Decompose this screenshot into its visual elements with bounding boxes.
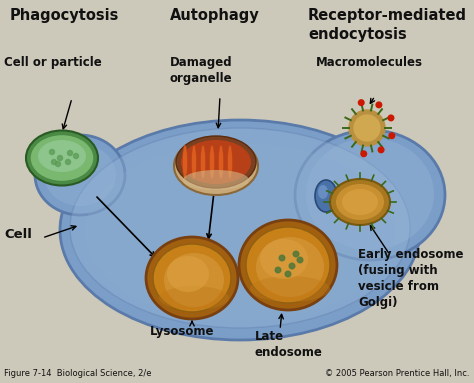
Ellipse shape — [330, 179, 390, 225]
Circle shape — [388, 115, 394, 121]
Ellipse shape — [35, 135, 125, 215]
Text: Cell: Cell — [4, 228, 32, 241]
Ellipse shape — [146, 237, 238, 319]
Ellipse shape — [342, 189, 378, 215]
Ellipse shape — [60, 120, 420, 340]
Text: Damaged
organelle: Damaged organelle — [170, 56, 233, 85]
Text: Cell or particle: Cell or particle — [4, 56, 102, 69]
Ellipse shape — [153, 244, 231, 312]
Text: Macromolecules: Macromolecules — [316, 56, 423, 69]
Ellipse shape — [38, 140, 86, 172]
Ellipse shape — [228, 145, 233, 179]
Ellipse shape — [44, 144, 116, 206]
Ellipse shape — [164, 253, 224, 307]
Ellipse shape — [191, 145, 197, 179]
Ellipse shape — [183, 170, 249, 190]
Circle shape — [49, 149, 55, 154]
Ellipse shape — [174, 137, 258, 195]
Text: Early endosome
(fusing with
vesicle from
Golgi): Early endosome (fusing with vesicle from… — [358, 248, 464, 309]
Text: Lysosome: Lysosome — [150, 325, 215, 338]
Circle shape — [279, 255, 285, 261]
Ellipse shape — [85, 143, 395, 321]
Ellipse shape — [246, 227, 330, 303]
Ellipse shape — [167, 256, 209, 292]
Ellipse shape — [182, 145, 188, 179]
Circle shape — [389, 133, 395, 139]
Circle shape — [67, 151, 73, 155]
Text: © 2005 Pearson Prentice Hall, Inc.: © 2005 Pearson Prentice Hall, Inc. — [326, 369, 470, 378]
Ellipse shape — [70, 128, 410, 328]
Text: Figure 7-14  Biological Science, 2/e: Figure 7-14 Biological Science, 2/e — [4, 369, 152, 378]
Circle shape — [293, 251, 299, 257]
Circle shape — [65, 159, 71, 165]
Circle shape — [275, 267, 281, 273]
Ellipse shape — [306, 138, 434, 250]
Circle shape — [354, 115, 380, 141]
Ellipse shape — [295, 130, 445, 260]
Circle shape — [358, 100, 364, 105]
Circle shape — [73, 154, 79, 159]
Text: Phagocytosis: Phagocytosis — [10, 8, 119, 23]
Circle shape — [349, 110, 385, 146]
Ellipse shape — [260, 239, 308, 279]
Circle shape — [55, 162, 61, 167]
Ellipse shape — [201, 145, 206, 179]
Text: Receptor-mediated
endocytosis: Receptor-mediated endocytosis — [308, 8, 467, 42]
Ellipse shape — [159, 286, 229, 310]
Ellipse shape — [318, 185, 328, 199]
Circle shape — [297, 257, 303, 263]
Ellipse shape — [239, 220, 337, 310]
Circle shape — [289, 263, 295, 269]
Text: Autophagy: Autophagy — [170, 8, 260, 23]
Ellipse shape — [219, 145, 224, 179]
Text: Late
endosome: Late endosome — [255, 330, 323, 359]
Ellipse shape — [30, 134, 94, 182]
Ellipse shape — [250, 276, 330, 302]
Ellipse shape — [176, 136, 256, 188]
Ellipse shape — [256, 237, 324, 297]
Ellipse shape — [210, 145, 215, 179]
Circle shape — [378, 147, 384, 153]
Circle shape — [285, 271, 291, 277]
Ellipse shape — [336, 184, 384, 220]
Ellipse shape — [315, 180, 337, 212]
Circle shape — [57, 155, 63, 160]
Circle shape — [52, 159, 56, 165]
Circle shape — [361, 151, 366, 157]
Ellipse shape — [26, 131, 98, 185]
Ellipse shape — [181, 140, 251, 184]
Circle shape — [376, 102, 382, 108]
